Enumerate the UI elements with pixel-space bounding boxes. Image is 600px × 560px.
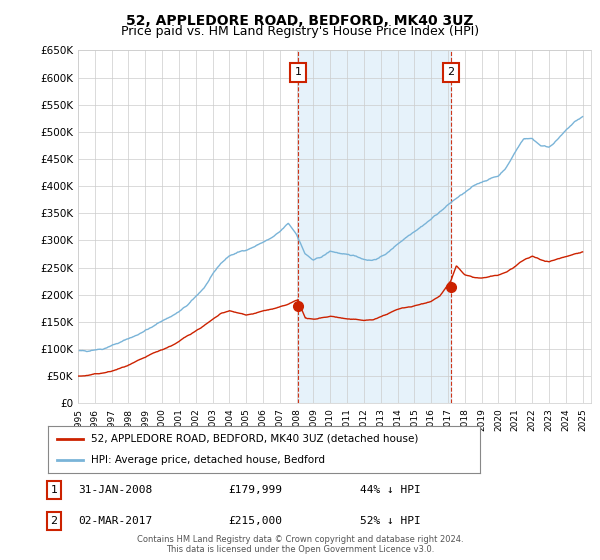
Text: 2: 2 <box>448 67 454 77</box>
Text: 52, APPLEDORE ROAD, BEDFORD, MK40 3UZ (detached house): 52, APPLEDORE ROAD, BEDFORD, MK40 3UZ (d… <box>91 434 419 444</box>
Text: 52% ↓ HPI: 52% ↓ HPI <box>360 516 421 526</box>
Text: Price paid vs. HM Land Registry's House Price Index (HPI): Price paid vs. HM Land Registry's House … <box>121 25 479 38</box>
Text: 44% ↓ HPI: 44% ↓ HPI <box>360 485 421 495</box>
Bar <box>298 50 451 403</box>
Text: 31-JAN-2008: 31-JAN-2008 <box>78 485 152 495</box>
Text: HPI: Average price, detached house, Bedford: HPI: Average price, detached house, Bedf… <box>91 455 325 465</box>
Text: £179,999: £179,999 <box>228 485 282 495</box>
Text: 02-MAR-2017: 02-MAR-2017 <box>78 516 152 526</box>
Text: 52, APPLEDORE ROAD, BEDFORD, MK40 3UZ: 52, APPLEDORE ROAD, BEDFORD, MK40 3UZ <box>126 14 474 28</box>
Text: 1: 1 <box>50 485 58 495</box>
Text: 2: 2 <box>50 516 58 526</box>
Text: £215,000: £215,000 <box>228 516 282 526</box>
Text: Contains HM Land Registry data © Crown copyright and database right 2024.
This d: Contains HM Land Registry data © Crown c… <box>137 535 463 554</box>
Text: 1: 1 <box>295 67 302 77</box>
